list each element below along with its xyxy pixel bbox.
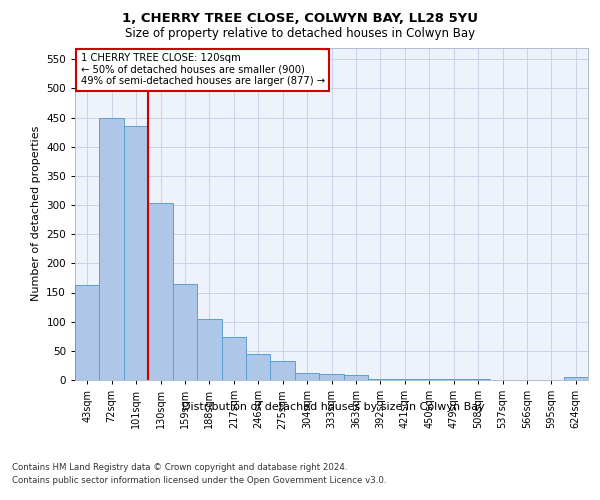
Bar (148, 203, 173, 380)
Bar (271, 361, 295, 380)
Y-axis label: Number of detached properties: Number of detached properties (31, 126, 41, 302)
Text: Contains public sector information licensed under the Open Government Licence v3: Contains public sector information licen… (12, 476, 386, 485)
Bar (75, 285, 100, 380)
Text: 1 CHERRY TREE CLOSE: 120sqm
← 50% of detached houses are smaller (900)
49% of se: 1 CHERRY TREE CLOSE: 120sqm ← 50% of det… (80, 53, 325, 86)
Bar (344, 375, 368, 380)
Text: Contains HM Land Registry data © Crown copyright and database right 2024.: Contains HM Land Registry data © Crown c… (12, 462, 347, 471)
Bar (319, 374, 344, 380)
Text: Distribution of detached houses by size in Colwyn Bay: Distribution of detached houses by size … (182, 402, 484, 412)
Bar (563, 377, 588, 380)
Bar (100, 118, 124, 380)
Bar (197, 319, 221, 380)
Bar (246, 354, 271, 380)
Bar (392, 379, 417, 380)
Bar (295, 373, 319, 380)
Bar (221, 338, 246, 380)
Bar (173, 284, 197, 380)
Text: 1, CHERRY TREE CLOSE, COLWYN BAY, LL28 5YU: 1, CHERRY TREE CLOSE, COLWYN BAY, LL28 5… (122, 12, 478, 26)
Bar (124, 126, 148, 380)
Text: Size of property relative to detached houses in Colwyn Bay: Size of property relative to detached ho… (125, 28, 475, 40)
